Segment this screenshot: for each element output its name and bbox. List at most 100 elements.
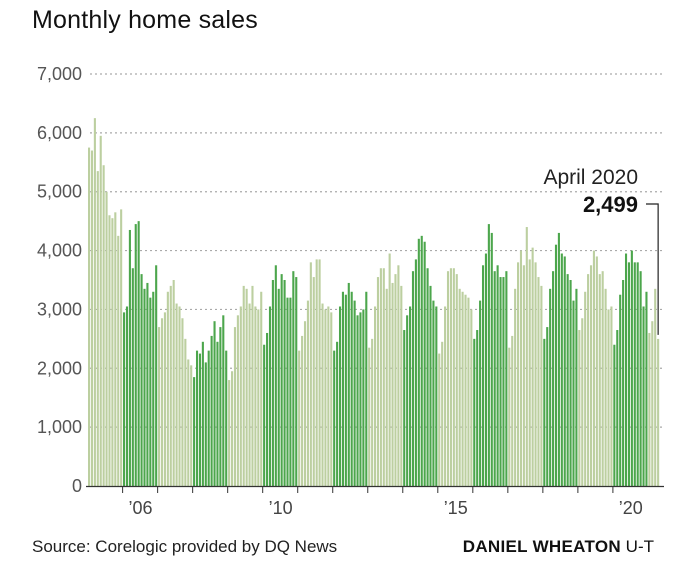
bar: [376, 277, 380, 486]
bar: [546, 327, 549, 486]
bar: [452, 268, 455, 486]
bar: [225, 350, 228, 486]
bar: [654, 288, 657, 486]
bar: [324, 309, 327, 486]
bar: [201, 341, 204, 486]
bar: [630, 250, 633, 486]
bar: [207, 350, 210, 486]
bar: [292, 271, 295, 486]
bar: [149, 297, 152, 486]
bar: [645, 291, 648, 486]
y-tick-label: 0: [72, 476, 82, 496]
bar: [303, 321, 307, 486]
bar: [254, 306, 257, 486]
bar: [327, 306, 330, 486]
bar: [368, 347, 371, 486]
bar: [514, 288, 517, 486]
bar: [464, 294, 467, 486]
bar: [190, 365, 193, 486]
bar: [511, 335, 514, 486]
bar: [341, 291, 344, 486]
bar: [522, 265, 525, 486]
bar: [601, 271, 604, 486]
source-note: Source: Corelogic provided by DQ News: [32, 537, 338, 556]
bar: [449, 268, 452, 486]
bar: [490, 232, 493, 486]
bar: [610, 306, 613, 486]
bar: [347, 282, 350, 486]
y-tick-label: 6,000: [37, 123, 82, 143]
bar: [216, 341, 219, 486]
bar: [181, 318, 184, 486]
bar: [481, 265, 485, 486]
x-tick-label: ’10: [269, 498, 293, 518]
annotation-value: 2,499: [583, 192, 638, 217]
bar: [336, 341, 339, 486]
bar: [266, 332, 269, 486]
bar: [569, 280, 572, 486]
bar: [557, 232, 560, 486]
bar: [143, 288, 146, 486]
bar: [204, 362, 207, 486]
y-tick-label: 7,000: [37, 64, 82, 84]
bar: [426, 268, 429, 486]
y-tick-label: 5,000: [37, 182, 82, 202]
bar: [274, 265, 277, 486]
bar: [566, 274, 569, 486]
bar: [417, 238, 420, 486]
bar: [627, 262, 630, 486]
bar: [648, 332, 651, 486]
bar: [131, 268, 134, 486]
bar: [301, 335, 304, 486]
bar: [239, 306, 242, 486]
bar: [117, 235, 120, 486]
bar: [589, 265, 593, 486]
bar: [166, 291, 169, 486]
bar: [315, 259, 318, 486]
bar: [607, 309, 610, 486]
bar: [540, 285, 543, 486]
bar: [379, 268, 382, 486]
bar: [633, 262, 636, 486]
bar: [563, 256, 566, 486]
bar: [219, 327, 222, 486]
bar: [236, 315, 239, 486]
bar: [155, 265, 158, 486]
bar: [636, 262, 639, 486]
bar: [193, 377, 196, 486]
bar: [374, 306, 377, 486]
bar: [385, 288, 388, 486]
bar: [99, 135, 102, 487]
bar: [592, 250, 595, 486]
bar: [560, 253, 563, 486]
bar: [90, 150, 94, 486]
bar: [175, 303, 178, 486]
bar: [125, 306, 129, 486]
bar: [549, 288, 552, 486]
bar: [414, 259, 417, 486]
bar: [403, 330, 406, 486]
bar: [128, 229, 131, 486]
bar: [397, 265, 400, 486]
bar: [152, 291, 155, 486]
bar: [93, 118, 96, 487]
bar: [289, 297, 292, 486]
bar: [534, 262, 537, 486]
bar: [158, 327, 161, 486]
bar: [624, 253, 628, 486]
y-tick-label: 3,000: [37, 299, 82, 319]
bar: [195, 350, 199, 486]
bar: [321, 303, 324, 486]
bar: [420, 235, 423, 486]
bar: [502, 277, 505, 486]
bar: [353, 300, 356, 486]
bar: [228, 380, 231, 486]
bar: [365, 291, 368, 486]
bar: [134, 224, 137, 487]
bar: [484, 253, 487, 486]
bar: [505, 271, 508, 486]
bar: [499, 277, 502, 486]
bar: [435, 306, 438, 486]
annotation-april-2020: April 2020 2,499: [543, 166, 659, 335]
